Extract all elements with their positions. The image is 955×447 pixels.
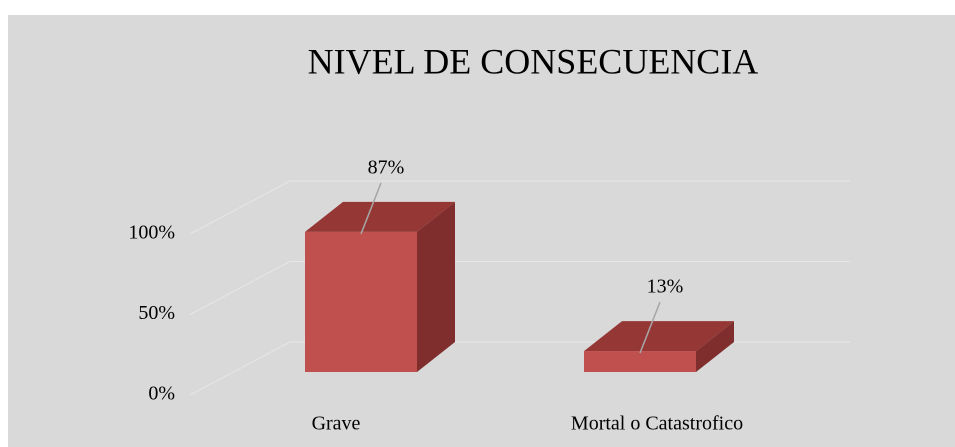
- grid-line: [189, 341, 291, 396]
- y-tick-label: 100%: [128, 222, 175, 244]
- data-label: 87%: [368, 157, 405, 179]
- x-tick-label: Grave: [312, 413, 361, 435]
- leader-line: [360, 182, 382, 235]
- grid-line: [189, 180, 291, 235]
- bar: [584, 351, 696, 372]
- bar-side: [696, 321, 734, 372]
- grid-line: [189, 261, 291, 315]
- bar-top: [305, 201, 455, 232]
- leader-line: [639, 301, 661, 354]
- chart-title: NIVEL DE CONSECUENCIA: [308, 41, 759, 81]
- y-tick-label: 0%: [148, 383, 175, 405]
- chart-background: [8, 15, 955, 447]
- bar-top: [584, 321, 734, 352]
- bar-side: [417, 201, 455, 372]
- x-tick-label: Mortal o Catastrofico: [571, 413, 743, 435]
- data-label: 13%: [647, 276, 684, 298]
- y-tick-label: 50%: [138, 302, 175, 324]
- bar: [305, 231, 417, 372]
